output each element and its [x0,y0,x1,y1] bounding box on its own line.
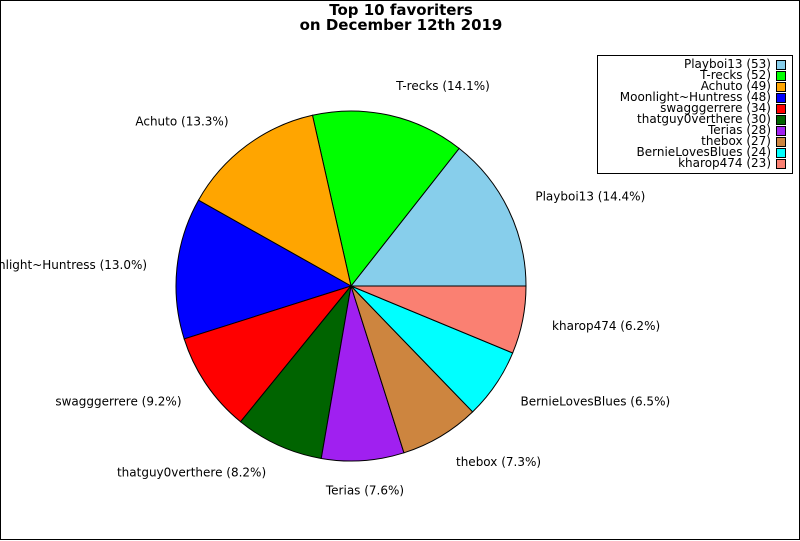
legend-swatch [776,114,786,125]
legend-swatch [776,147,786,158]
legend-swatch [776,136,786,147]
legend-entry-achuto: Achuto (49) [700,79,786,93]
legend-label: Moonlight~Huntress (48) [619,90,771,104]
legend-label: kharop474 (23) [678,156,771,170]
legend-swatch [776,125,786,136]
slice-label-thatguy0verthere: thatguy0verthere (8.2%) [117,466,266,480]
legend-entry-swagggerrere: swagggerrere (34) [660,101,786,115]
legend-entry-playboi13: Playboi13 (53) [683,57,786,71]
slice-label-bernielovesblues: BernieLovesBlues (6.5%) [520,394,670,408]
legend-swatch [776,103,786,114]
slice-label-t-recks: T-recks (14.1%) [395,79,490,93]
legend-label: thatguy0verthere (30) [637,112,771,126]
pie-slice-swagggerrere [183,285,353,423]
pie-slice-kharop474 [350,285,527,354]
slice-label-playboi13: Playboi13 (14.4%) [535,189,645,203]
legend-entry-moonlight-huntress: Moonlight~Huntress (48) [619,90,786,104]
legend-label: T-recks (52) [700,68,771,82]
legend-entry-kharop474: kharop474 (23) [678,156,786,170]
slice-label-terias: Terias (7.6%) [325,484,404,498]
legend-entry-bernielovesblues: BernieLovesBlues (24) [636,145,786,159]
chart-title-line-2: on December 12th 2019 [299,16,503,34]
chart-title: Top 10 favoriters on December 12th 2019 [1,3,800,33]
legend-swatch [776,158,786,169]
pie-slice-t-recks [311,110,460,288]
chart-legend: Playboi13 (53) T-recks (52) Achuto (49) Moo… [597,55,793,174]
chart-title-line-1: Top 10 favoriters [329,1,473,19]
slice-label-thebox: thebox (7.3%) [456,455,541,469]
legend-label: BernieLovesBlues (24) [636,145,771,159]
legend-entry-t-recks: T-recks (52) [700,68,786,82]
legend-label: swagggerrere (34) [660,101,771,115]
slice-label-swagggerrere: swagggerrere (9.2%) [55,394,181,408]
legend-swatch [776,70,786,81]
legend-swatch [776,59,786,70]
pie-slice-thatguy0verthere [239,284,352,460]
slice-label-kharop474: kharop474 (6.2%) [552,319,660,333]
pie-slice-playboi13 [349,147,527,287]
pie-slice-moonlight-huntress [175,199,353,340]
legend-label: Achuto (49) [700,79,771,93]
slice-label-achuto: Achuto (13.3%) [135,115,228,129]
legend-entry-thebox: thebox (27) [701,134,786,148]
legend-label: Playboi13 (53) [683,57,771,71]
legend-entry-terias: Terias (28) [708,123,786,137]
pie-slice-achuto [197,114,352,287]
legend-swatch [776,92,786,103]
legend-swatch [776,81,786,92]
legend-label: Terias (28) [708,123,771,137]
legend-label: thebox (27) [701,134,771,148]
legend-entry-thatguy0verthere: thatguy0verthere (30) [637,112,786,126]
slice-label-moonlight-huntress: Moonlight~Huntress (13.0%) [1,258,147,272]
